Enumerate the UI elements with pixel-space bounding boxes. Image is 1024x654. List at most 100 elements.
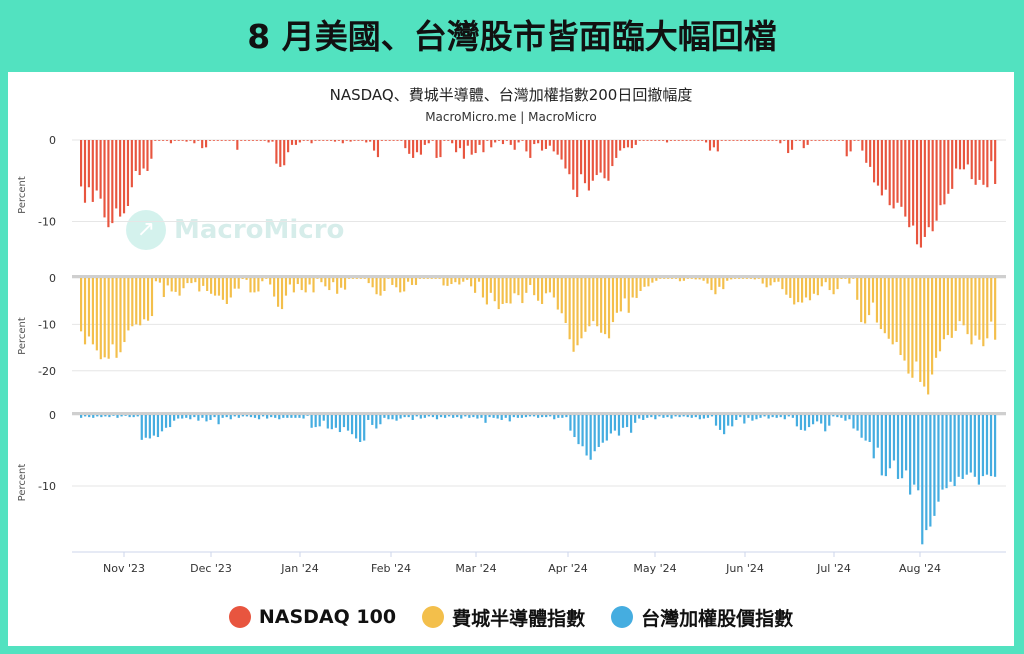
bar-1 [427, 140, 430, 144]
bar-1 [497, 140, 501, 141]
bar-3 [553, 415, 556, 420]
bar-1 [306, 140, 309, 141]
bar-2 [903, 278, 906, 361]
bar-3 [528, 415, 532, 417]
bar-3 [391, 415, 394, 420]
bar-3 [439, 415, 443, 418]
bar-1 [736, 140, 739, 141]
x-tick-label: Aug '24 [899, 562, 941, 575]
bar-1 [365, 140, 368, 143]
bar-2 [852, 278, 855, 279]
bar-2 [312, 278, 315, 293]
bar-2 [521, 278, 524, 304]
bar-1 [955, 140, 958, 169]
bar-1 [205, 140, 208, 148]
bar-3 [140, 415, 143, 440]
y-tick-label: -20 [38, 365, 56, 378]
bar-1 [732, 140, 735, 141]
bar-1 [162, 140, 165, 141]
bar-1 [330, 140, 333, 141]
legend-item-nasdaq[interactable]: NASDAQ 100 [228, 606, 396, 628]
bar-1 [298, 140, 301, 143]
legend-item-taiex[interactable]: 台灣加權股價指數 [611, 604, 793, 631]
bar-2 [848, 278, 851, 284]
bar-3 [674, 415, 677, 417]
bar-3 [589, 415, 592, 460]
bar-1 [158, 140, 161, 141]
bar-1 [970, 140, 973, 180]
bar-2 [213, 278, 217, 296]
bar-3 [646, 415, 649, 418]
bar-2 [277, 278, 280, 307]
bar-1 [517, 140, 520, 143]
bar-3 [852, 415, 855, 429]
bar-1 [744, 140, 747, 141]
bar-3 [448, 415, 451, 417]
y-axis-label: Percent [17, 176, 28, 214]
bar-3 [634, 415, 637, 423]
bar-3 [888, 415, 892, 469]
bar-1 [790, 140, 794, 150]
bar-1 [990, 140, 993, 162]
bar-3 [585, 415, 588, 456]
bar-3 [925, 415, 928, 531]
bar-3 [977, 415, 980, 485]
bar-3 [723, 415, 726, 435]
bar-2 [288, 278, 291, 285]
bar-2 [643, 278, 646, 287]
bar-1 [912, 140, 915, 226]
bar-2 [797, 278, 800, 303]
bar-1 [412, 140, 415, 158]
bar-1 [681, 140, 684, 141]
bar-1 [630, 140, 633, 149]
bar-3 [941, 415, 944, 490]
bar-2 [399, 278, 402, 293]
bar-2 [202, 278, 205, 286]
bar-1 [619, 140, 622, 151]
bar-2 [316, 278, 319, 279]
bar-2 [343, 278, 347, 290]
bar-3 [690, 415, 693, 418]
bar-1 [626, 140, 630, 148]
bar-3 [278, 415, 281, 420]
bar-3 [350, 415, 354, 435]
bar-3 [953, 415, 956, 487]
bar-3 [197, 415, 200, 421]
bar-3 [379, 415, 382, 425]
bar-3 [431, 415, 435, 418]
bar-3 [714, 415, 718, 426]
bar-2 [170, 278, 173, 292]
bar-3 [508, 415, 511, 422]
bar-2 [710, 278, 713, 291]
bar-2 [765, 278, 768, 288]
bar-3 [237, 415, 240, 418]
bar-2 [663, 278, 666, 279]
bar-3 [270, 415, 273, 418]
bar-2 [576, 278, 579, 346]
bar-3 [112, 415, 115, 416]
bar-2 [785, 278, 788, 295]
bar-1 [388, 140, 391, 141]
bar-3 [864, 415, 867, 441]
bar-2 [828, 278, 831, 291]
bar-3 [387, 415, 390, 420]
bar-2 [206, 278, 209, 291]
bar-1 [529, 140, 532, 158]
bar-1 [759, 140, 762, 141]
bar-3 [601, 415, 604, 443]
bar-2 [162, 278, 165, 298]
bar-2 [840, 278, 843, 279]
bar-2 [87, 278, 91, 337]
bar-2 [978, 278, 981, 340]
bar-1 [419, 140, 423, 155]
legend-item-sox[interactable]: 費城半導體指數 [422, 604, 585, 631]
bar-3 [739, 415, 742, 418]
bar-1 [478, 140, 481, 145]
watermark-text: MacroMicro [174, 215, 345, 245]
bar-1 [540, 140, 544, 151]
bar-2 [584, 278, 587, 332]
bar-3 [395, 415, 398, 421]
bar-3 [338, 415, 342, 433]
bar-1 [880, 140, 883, 196]
bar-3 [225, 415, 228, 418]
